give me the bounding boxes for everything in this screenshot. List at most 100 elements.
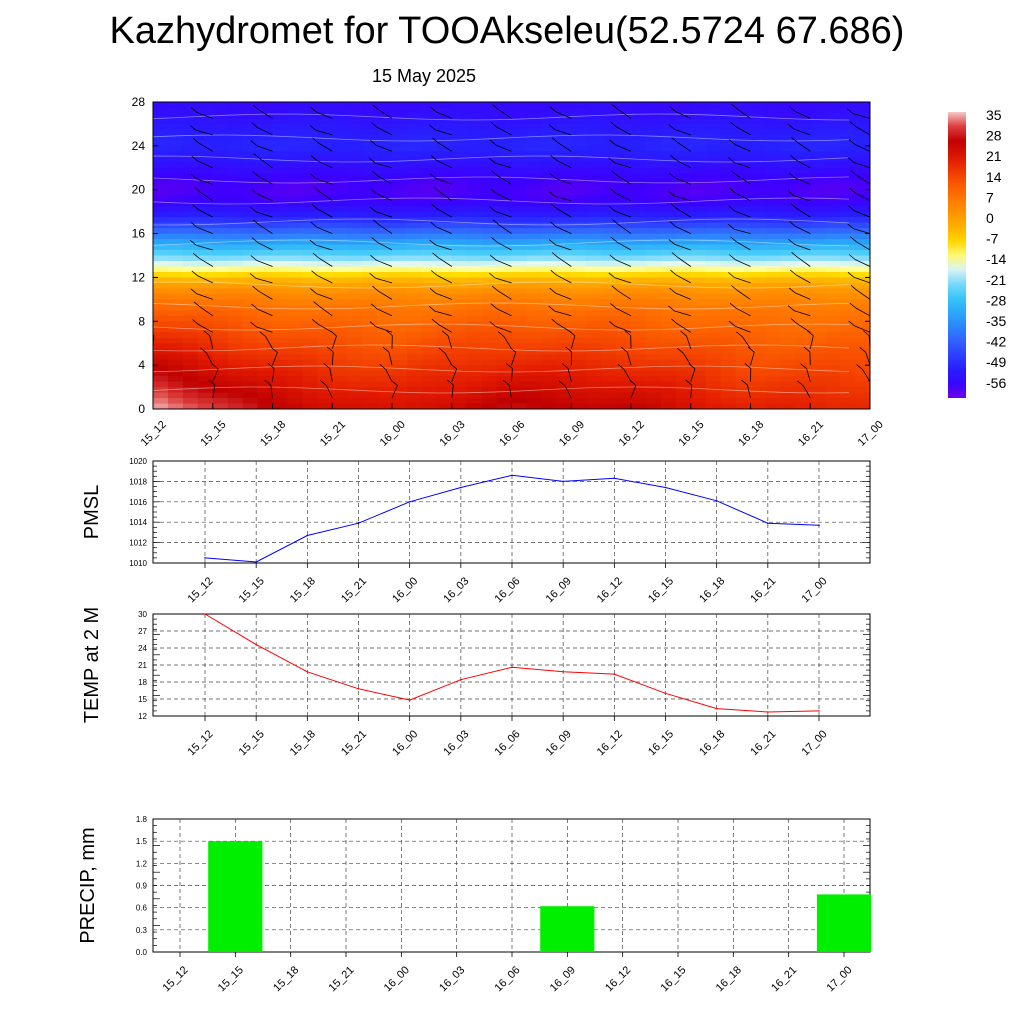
heatmap-cell	[436, 217, 453, 224]
heatmap-cell	[182, 102, 199, 109]
heatmap-cell	[660, 326, 677, 333]
heatmap-cell	[451, 348, 468, 355]
heatmap-cell	[227, 299, 244, 306]
heatmap-cell	[795, 381, 811, 388]
heatmap-cell	[153, 123, 169, 131]
heatmap-cell	[795, 288, 811, 295]
heatmap-cell	[272, 151, 289, 158]
heatmap-cell	[182, 211, 199, 218]
heatmap-cell	[287, 354, 303, 361]
wind-barb	[256, 260, 273, 267]
x-tick-label: 16_18	[697, 728, 727, 758]
heatmap-cell	[392, 321, 408, 328]
heatmap-cell	[705, 354, 722, 361]
heatmap-cell	[571, 310, 587, 317]
heatmap-cell	[616, 266, 632, 273]
heatmap-cell	[302, 304, 318, 311]
wind-barb-flag	[369, 157, 376, 164]
heatmap-cell	[690, 195, 707, 202]
heatmap-cell	[302, 123, 318, 131]
heatmap-cell	[750, 211, 767, 218]
wind-barb-flag	[252, 219, 260, 226]
heatmap-cell	[436, 381, 453, 388]
heatmap-cell	[511, 376, 528, 383]
heatmap-cell	[855, 107, 870, 114]
heatmap-cell	[571, 167, 587, 174]
heatmap-cell	[197, 140, 214, 147]
wind-barb	[616, 308, 632, 317]
heatmap-cell	[616, 354, 632, 361]
heatmap-cell	[840, 211, 856, 218]
heatmap-cell	[466, 343, 483, 350]
heatmap-cell	[855, 102, 870, 109]
heatmap-cell	[153, 337, 169, 344]
heatmap-cell	[750, 107, 767, 114]
heatmap-cell	[153, 348, 169, 355]
heatmap-cell	[466, 398, 483, 405]
heatmap-cell	[571, 129, 587, 136]
heatmap-cell	[571, 387, 587, 394]
heatmap-cell	[212, 217, 229, 224]
heatmap-cell	[242, 151, 259, 158]
heatmap-cell	[392, 376, 408, 383]
heatmap-cell	[392, 222, 408, 229]
heatmap-cell	[362, 211, 378, 218]
heatmap-cell	[406, 381, 423, 388]
wind-barb	[272, 368, 275, 382]
heatmap-cell	[705, 195, 722, 202]
wind-barb-flag	[731, 285, 738, 291]
y-tick-label: 1.8	[136, 815, 148, 824]
heatmap-cell	[496, 337, 513, 344]
heatmap-cell	[586, 250, 602, 257]
wind-barb-flag	[251, 122, 258, 129]
heatmap-cell	[720, 293, 737, 300]
heatmap-cell	[362, 403, 378, 409]
wind-barb-flag	[502, 379, 510, 386]
heatmap-cell	[257, 381, 274, 388]
heatmap-cell	[750, 381, 767, 388]
heatmap-cell	[795, 123, 811, 131]
heatmap-cell	[825, 343, 841, 350]
heatmap-cell	[645, 167, 662, 174]
heatmap-cell	[735, 112, 752, 120]
heatmap-cell	[511, 151, 528, 158]
wind-barb	[376, 259, 393, 267]
heatmap-cell	[302, 337, 318, 344]
heatmap-cell	[840, 217, 856, 224]
heatmap-cell	[855, 255, 870, 262]
heatmap-cell	[526, 282, 542, 289]
heatmap-cell	[242, 398, 259, 405]
heatmap-cell	[451, 140, 468, 147]
heatmap-cell	[242, 271, 259, 279]
heatmap-cell	[153, 365, 169, 372]
heatmap-cell	[825, 310, 841, 317]
wind-barb-flag	[548, 239, 556, 245]
heatmap-cell	[675, 266, 692, 273]
heatmap-cell	[810, 304, 826, 311]
wind-barb-flag	[253, 153, 261, 159]
heatmap-cell	[616, 195, 632, 202]
heatmap-cell	[526, 343, 542, 350]
heatmap-cell	[810, 206, 826, 213]
heatmap-cell	[810, 222, 826, 229]
wind-barb-flag	[249, 273, 257, 279]
heatmap-cell	[601, 233, 617, 240]
heatmap-cell	[302, 217, 318, 224]
contour-line	[153, 365, 850, 373]
heatmap-cell	[795, 365, 811, 372]
heatmap-cell	[511, 134, 528, 141]
heatmap-cell	[795, 299, 811, 306]
heatmap-cell	[242, 387, 259, 394]
heatmap-cell	[825, 233, 841, 240]
heatmap-cell	[362, 271, 378, 279]
heatmap-cell	[810, 250, 826, 257]
heatmap-cell	[586, 381, 602, 388]
heatmap-cell	[347, 348, 363, 355]
wind-barb	[797, 256, 811, 267]
heatmap-field	[153, 102, 870, 409]
heatmap-cell	[496, 370, 513, 377]
heatmap-cell	[481, 217, 498, 224]
heatmap-cell	[705, 293, 722, 300]
heatmap-cell	[332, 282, 348, 289]
heatmap-cell	[660, 129, 677, 136]
